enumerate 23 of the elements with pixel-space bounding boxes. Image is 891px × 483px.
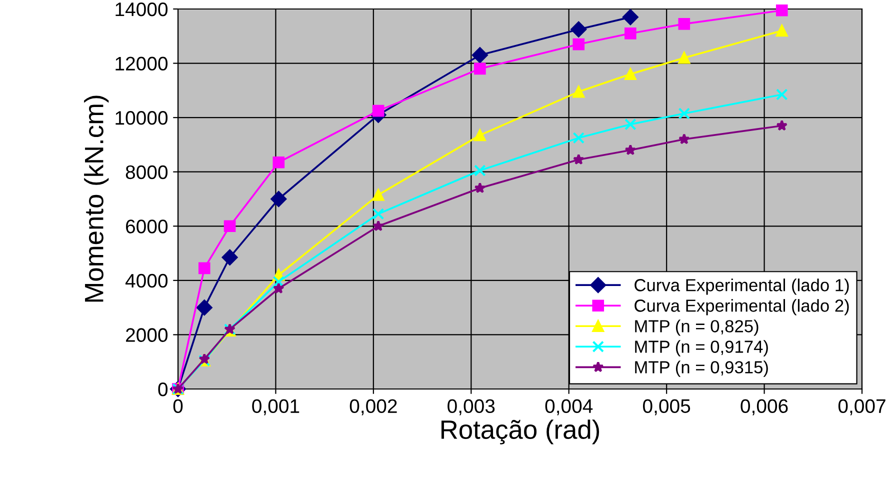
y-tick-label: 6000 — [126, 220, 168, 234]
x-tick-label: 0,002 — [350, 399, 397, 416]
y-tick-label: 0 — [158, 382, 168, 396]
y-axis-title: Momento (kN.cm) — [84, 96, 109, 302]
x-tick-label: 0,005 — [643, 399, 690, 416]
legend-label: Curva Experimental (lado 1) — [634, 278, 849, 295]
x-tick-label: 0,007 — [838, 399, 886, 416]
legend-label: MTP (n = 0,9174) — [635, 340, 768, 356]
y-tick-label: 12000 — [116, 56, 168, 71]
y-tick-label: 2000 — [126, 328, 168, 342]
x-axis-title: Rotação (rad) — [442, 420, 600, 444]
y-tick-label: 8000 — [126, 165, 168, 180]
y-tick-label: 4000 — [125, 274, 168, 288]
x-tick-label: 0,004 — [545, 399, 593, 416]
x-tick-label: 0,001 — [252, 399, 300, 416]
x-tick-label: 0,006 — [740, 399, 788, 416]
y-tick-label: 10000 — [116, 111, 168, 125]
x-tick-label: 0,003 — [448, 399, 495, 416]
legend-label: Curva Experimental (lado 2) — [634, 299, 849, 316]
y-tick-label: 14000 — [116, 2, 168, 16]
legend-label: MTP (n = 0,9315) — [635, 360, 768, 377]
x-tick-label: 0 — [173, 399, 183, 414]
legend-label: MTP (n = 0,825) — [635, 320, 758, 336]
